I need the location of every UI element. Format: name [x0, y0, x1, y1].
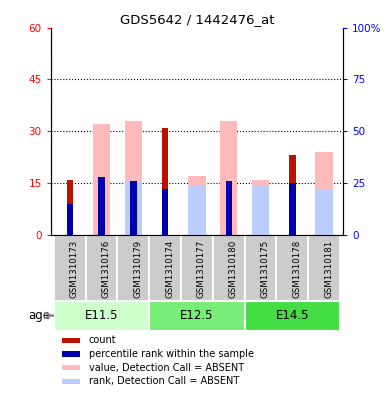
Bar — [316, 189, 333, 235]
Text: GSM1310181: GSM1310181 — [324, 240, 333, 298]
FancyBboxPatch shape — [54, 235, 86, 301]
Bar — [98, 177, 105, 235]
Text: GSM1310180: GSM1310180 — [229, 240, 238, 298]
Bar — [93, 124, 110, 235]
Bar — [252, 185, 269, 235]
Bar — [289, 156, 296, 235]
Text: GSM1310178: GSM1310178 — [292, 240, 301, 298]
Bar — [188, 176, 206, 235]
Text: GSM1310179: GSM1310179 — [133, 240, 142, 298]
FancyBboxPatch shape — [245, 301, 340, 331]
Text: E12.5: E12.5 — [180, 309, 214, 322]
FancyBboxPatch shape — [308, 235, 340, 301]
FancyBboxPatch shape — [149, 235, 181, 301]
Text: E14.5: E14.5 — [276, 309, 309, 322]
FancyBboxPatch shape — [277, 235, 308, 301]
Text: age: age — [28, 309, 50, 322]
Text: GSM1310177: GSM1310177 — [197, 240, 206, 298]
Bar — [316, 152, 333, 235]
Bar — [62, 378, 80, 384]
Text: GSM1310174: GSM1310174 — [165, 240, 174, 298]
Bar — [289, 183, 296, 235]
Bar — [67, 204, 73, 235]
Text: GSM1310173: GSM1310173 — [70, 240, 79, 298]
Bar — [220, 121, 238, 235]
Bar — [162, 128, 168, 235]
FancyBboxPatch shape — [86, 235, 117, 301]
FancyBboxPatch shape — [117, 235, 149, 301]
Bar — [130, 181, 136, 235]
FancyBboxPatch shape — [54, 301, 149, 331]
Bar — [62, 365, 80, 370]
Bar — [162, 189, 168, 235]
Text: percentile rank within the sample: percentile rank within the sample — [89, 349, 254, 359]
Bar — [125, 181, 142, 235]
Text: rank, Detection Call = ABSENT: rank, Detection Call = ABSENT — [89, 376, 239, 386]
Title: GDS5642 / 1442476_at: GDS5642 / 1442476_at — [120, 13, 274, 26]
FancyBboxPatch shape — [245, 235, 277, 301]
Bar — [62, 351, 80, 357]
Text: E11.5: E11.5 — [85, 309, 118, 322]
Text: count: count — [89, 335, 116, 345]
Text: GSM1310176: GSM1310176 — [101, 240, 111, 298]
Text: GSM1310175: GSM1310175 — [261, 240, 269, 298]
Bar — [252, 180, 269, 235]
FancyBboxPatch shape — [149, 301, 245, 331]
Text: value, Detection Call = ABSENT: value, Detection Call = ABSENT — [89, 363, 244, 373]
FancyBboxPatch shape — [181, 235, 213, 301]
Bar — [62, 338, 80, 343]
Bar — [225, 181, 232, 235]
Bar — [67, 180, 73, 235]
Bar — [125, 121, 142, 235]
FancyBboxPatch shape — [213, 235, 245, 301]
Bar — [188, 185, 206, 235]
